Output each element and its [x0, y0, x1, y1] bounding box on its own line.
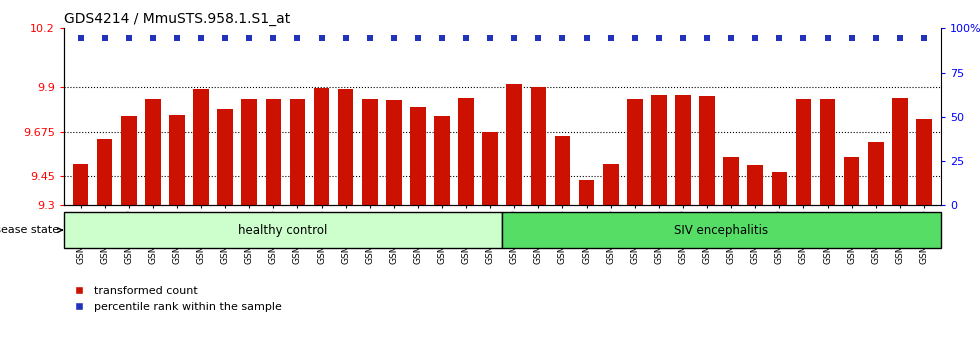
Bar	[241, 99, 257, 205]
Bar	[64, 212, 502, 248]
Bar	[530, 87, 546, 205]
Bar	[386, 99, 402, 205]
Bar	[819, 99, 835, 205]
Bar	[314, 88, 329, 205]
Bar	[459, 98, 474, 205]
Bar	[507, 84, 522, 205]
Bar	[193, 89, 209, 205]
Bar	[603, 164, 618, 205]
Bar	[482, 132, 498, 205]
Bar	[723, 157, 739, 205]
Bar	[97, 139, 113, 205]
Bar	[579, 180, 595, 205]
Bar	[555, 137, 570, 205]
Bar	[362, 99, 377, 205]
Text: disease state: disease state	[0, 225, 63, 235]
Bar	[796, 99, 811, 205]
Bar	[700, 96, 714, 205]
Legend: transformed count, percentile rank within the sample: transformed count, percentile rank withi…	[70, 282, 286, 316]
Bar	[844, 157, 859, 205]
Bar	[651, 95, 666, 205]
Bar	[121, 116, 136, 205]
Bar	[675, 95, 691, 205]
Bar	[338, 89, 354, 205]
Bar	[73, 164, 88, 205]
Bar	[502, 212, 941, 248]
Bar	[290, 99, 305, 205]
Bar	[266, 99, 281, 205]
Text: GDS4214 / MmuSTS.958.1.S1_at: GDS4214 / MmuSTS.958.1.S1_at	[64, 12, 290, 26]
Bar	[410, 107, 425, 205]
Bar	[627, 99, 643, 205]
Bar	[434, 116, 450, 205]
Bar	[771, 172, 787, 205]
Bar	[145, 99, 161, 205]
Bar	[892, 98, 907, 205]
Bar	[868, 142, 884, 205]
Bar	[170, 115, 185, 205]
Bar	[218, 109, 233, 205]
Bar	[748, 165, 763, 205]
Text: SIV encephalitis: SIV encephalitis	[674, 224, 768, 236]
Text: healthy control: healthy control	[238, 224, 327, 236]
Bar	[916, 119, 932, 205]
